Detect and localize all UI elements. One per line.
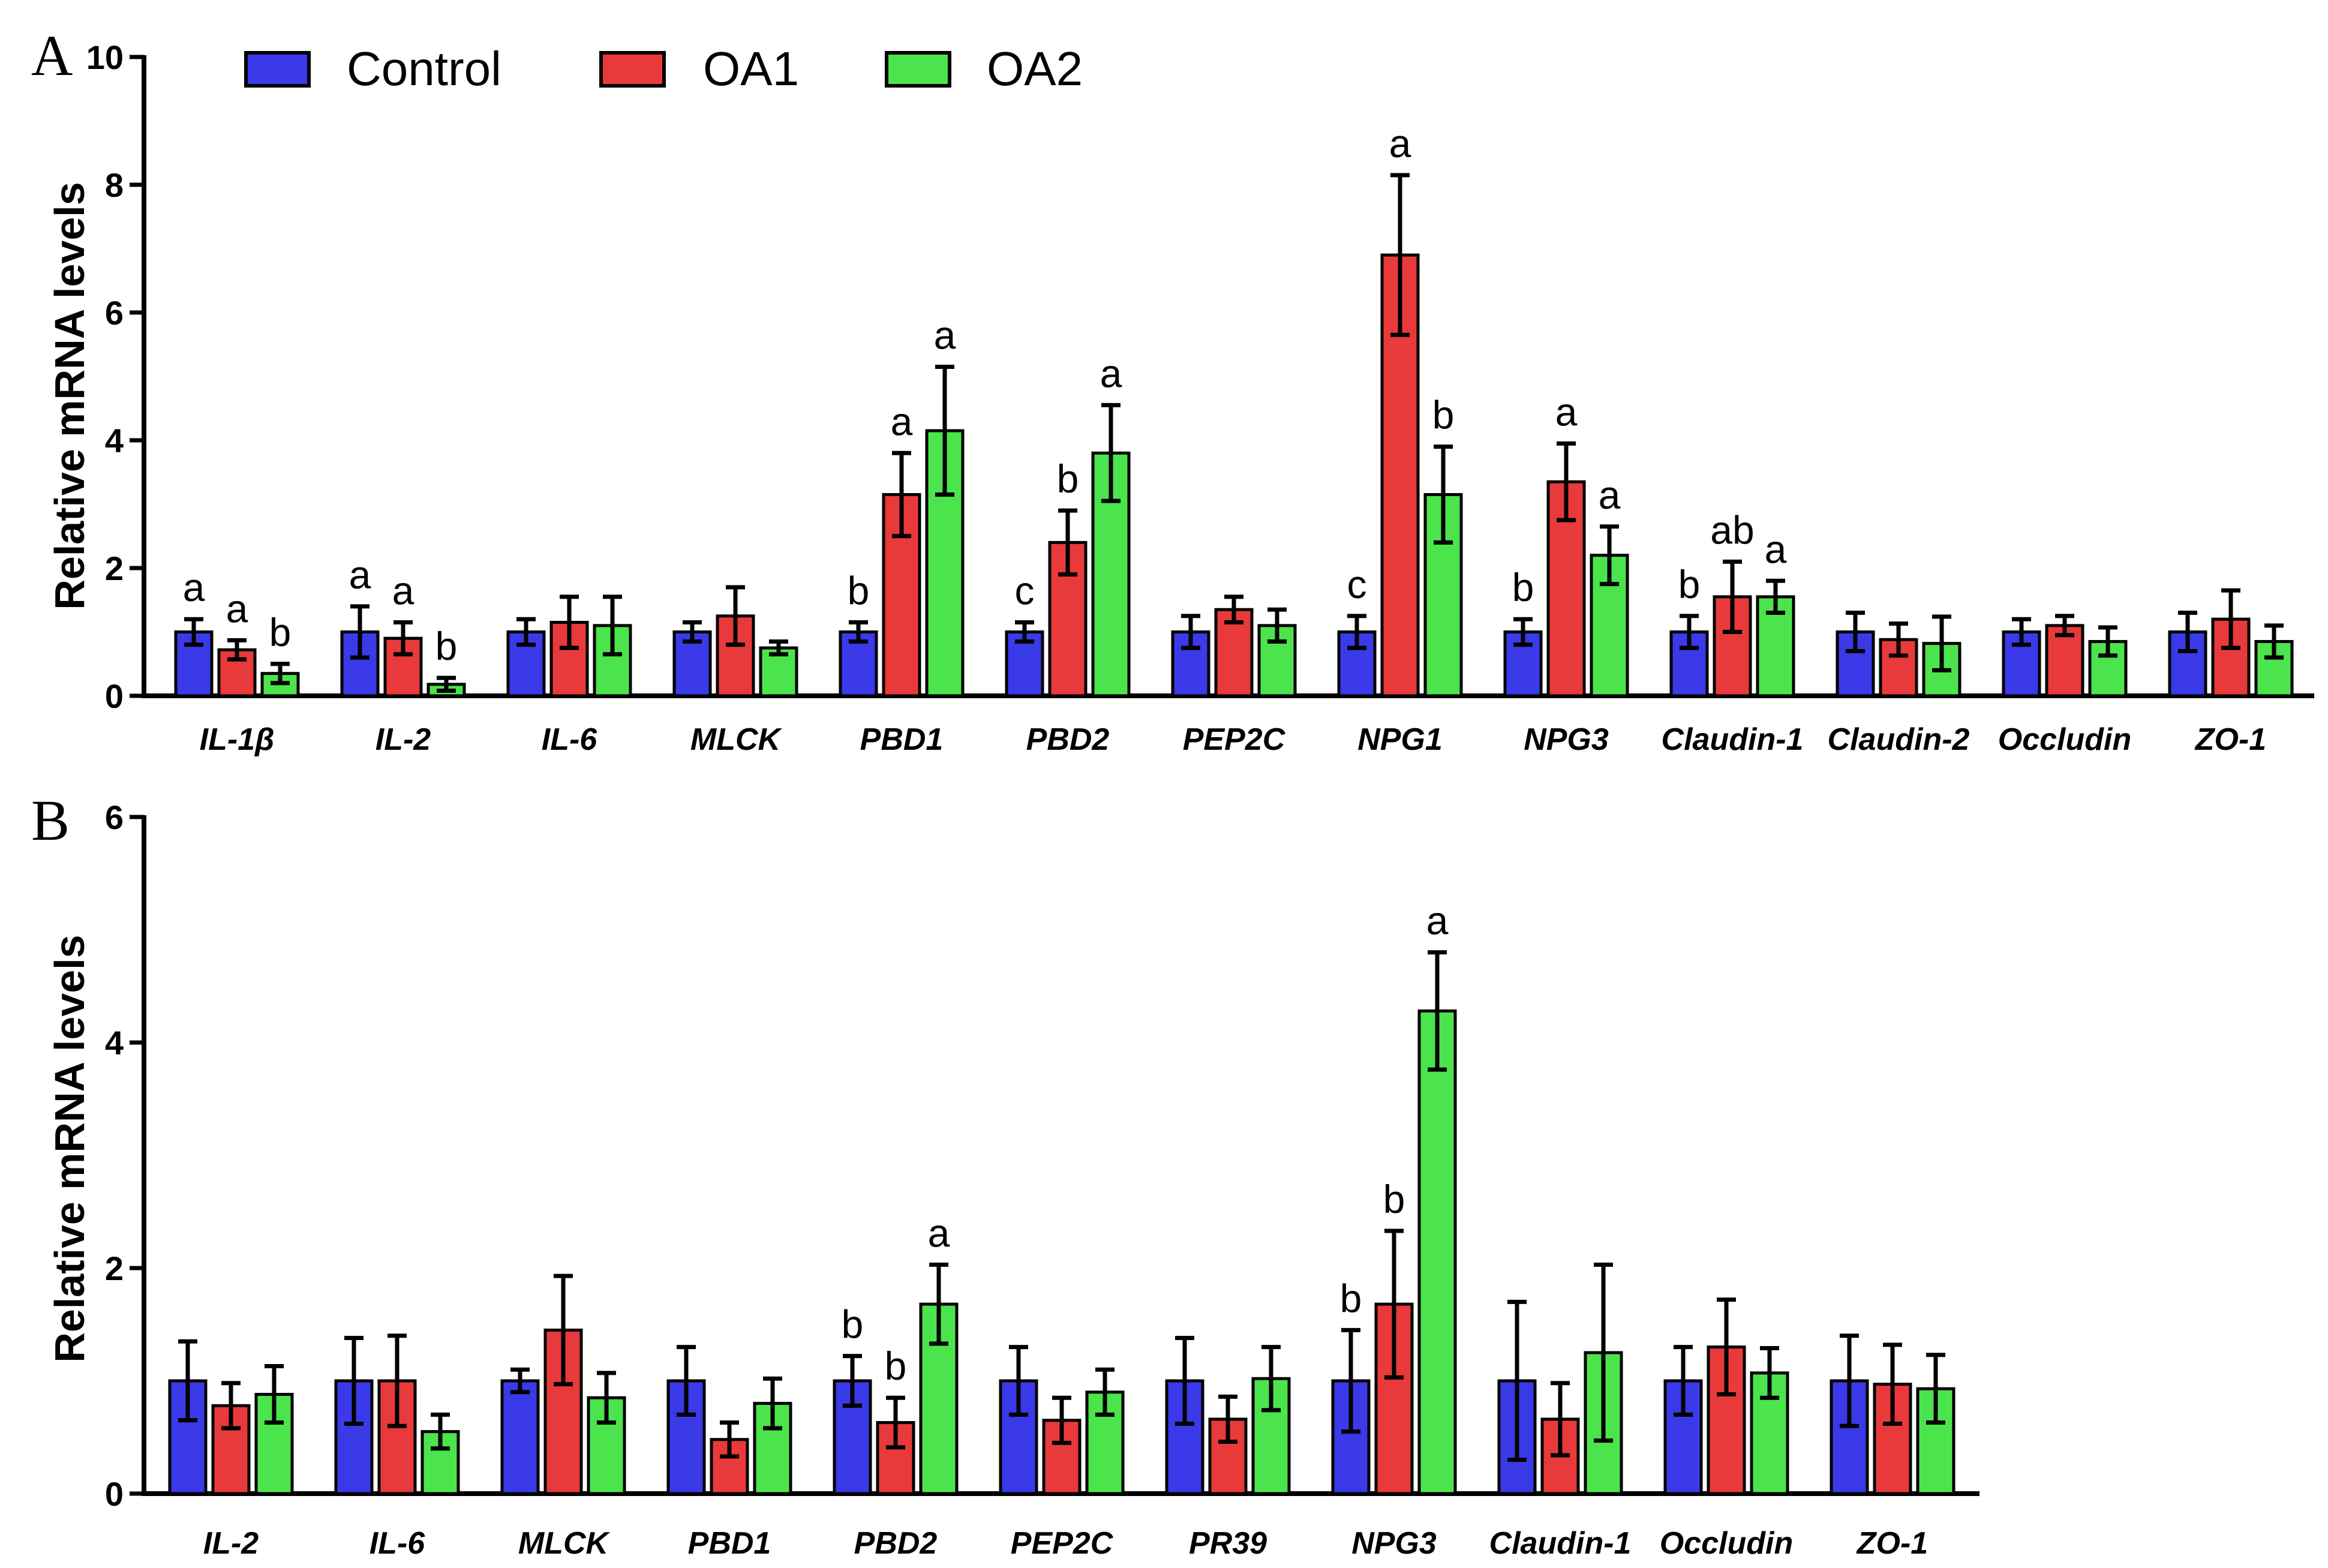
y-tick-label: 0 bbox=[105, 677, 124, 715]
category-label: PR39 bbox=[1189, 1526, 1267, 1561]
category-label: Occludin bbox=[1998, 722, 2131, 757]
significance-label: a bbox=[1555, 389, 1578, 434]
category-label: Claudin-1 bbox=[1489, 1526, 1632, 1561]
significance-label: a bbox=[891, 399, 913, 443]
legend-swatch-oa1 bbox=[599, 51, 666, 88]
significance-label: a bbox=[1389, 121, 1411, 166]
significance-label: a bbox=[1426, 899, 1449, 943]
category-label: PEP2C bbox=[1183, 722, 1286, 757]
chart-panel-b: Relative mRNA levels 0 2 4 6 IL-2 IL-6 MLCK PBD… bbox=[46, 798, 1979, 1561]
category-label: ZO-1 bbox=[2194, 722, 2266, 757]
significance-label: a bbox=[392, 569, 414, 613]
category-label: ZO-1 bbox=[1856, 1526, 1928, 1561]
category-label: IL-6 bbox=[370, 1526, 426, 1561]
significance-label: b bbox=[1057, 456, 1079, 501]
bar bbox=[1005, 630, 1044, 698]
significance-label: b bbox=[1512, 565, 1534, 609]
y-tick-label: 6 bbox=[105, 294, 124, 332]
category-label: IL-6 bbox=[542, 722, 598, 757]
bar bbox=[919, 1302, 959, 1495]
category-label: PBD1 bbox=[688, 1526, 771, 1561]
bar bbox=[1208, 1417, 1248, 1495]
y-tick-label: 10 bbox=[86, 38, 124, 76]
significance-label: a bbox=[226, 586, 248, 630]
category-label: PBD1 bbox=[860, 722, 944, 757]
legend: Control OA1 OA2 bbox=[244, 42, 1083, 95]
y-tick-label: 2 bbox=[105, 1249, 124, 1287]
significance-label: b bbox=[1678, 562, 1701, 606]
y-tick-label: 6 bbox=[105, 798, 124, 836]
y-tick-label: 2 bbox=[105, 549, 124, 587]
y-axis-label-b: Relative mRNA levels bbox=[46, 935, 93, 1362]
significance-label: a bbox=[1100, 351, 1122, 395]
significance-label: a bbox=[1599, 473, 1621, 517]
legend-swatch-oa2 bbox=[885, 51, 951, 88]
legend-swatch-control bbox=[244, 51, 311, 88]
significance-label: b bbox=[885, 1344, 907, 1388]
category-label: Occludin bbox=[1660, 1526, 1793, 1561]
significance-label: a bbox=[183, 565, 205, 609]
significance-label: b bbox=[435, 624, 458, 668]
significance-label: ab bbox=[1710, 507, 1754, 552]
significance-label: b bbox=[269, 610, 292, 654]
panel-b-letter: B bbox=[31, 788, 70, 852]
panel-a-letter: A bbox=[31, 23, 73, 88]
legend-label-oa2: OA2 bbox=[987, 42, 1083, 95]
category-label: IL-2 bbox=[203, 1526, 259, 1561]
y-tick-label: 4 bbox=[105, 422, 124, 459]
category-label: IL-2 bbox=[376, 722, 431, 757]
legend-label-control: Control bbox=[347, 42, 501, 95]
y-axis-label-a: Relative mRNA levels bbox=[46, 182, 93, 609]
category-label: PBD2 bbox=[1026, 722, 1110, 757]
category-label: NPG3 bbox=[1524, 722, 1609, 757]
category-label: NPG1 bbox=[1357, 722, 1443, 757]
significance-label: a bbox=[349, 552, 371, 597]
bar bbox=[500, 1379, 540, 1495]
significance-label: a bbox=[1765, 527, 1787, 571]
significance-label: a bbox=[934, 313, 956, 358]
bar bbox=[1417, 1009, 1457, 1495]
significance-label: b bbox=[1340, 1276, 1362, 1320]
significance-label: b bbox=[842, 1302, 864, 1347]
y-tick-label: 0 bbox=[105, 1475, 124, 1513]
y-tick-label: 4 bbox=[105, 1024, 124, 1062]
y-tick-label: 8 bbox=[105, 166, 124, 204]
category-label: Claudin-1 bbox=[1662, 722, 1804, 757]
legend-label-oa1: OA1 bbox=[703, 42, 799, 95]
significance-label: c bbox=[1347, 562, 1367, 606]
significance-label: a bbox=[928, 1210, 950, 1255]
category-label: PEP2C bbox=[1011, 1526, 1114, 1561]
significance-label: c bbox=[1015, 569, 1035, 613]
category-label: MLCK bbox=[518, 1526, 611, 1561]
category-label: PBD2 bbox=[854, 1526, 938, 1561]
significance-label: b bbox=[848, 569, 870, 613]
significance-label: b bbox=[1383, 1177, 1405, 1221]
bar bbox=[759, 646, 798, 698]
category-label: Claudin-2 bbox=[1828, 722, 1970, 757]
category-label: IL-1β bbox=[200, 722, 275, 757]
category-label: MLCK bbox=[690, 722, 783, 757]
category-label: NPG3 bbox=[1351, 1526, 1437, 1561]
significance-label: b bbox=[1432, 393, 1455, 437]
